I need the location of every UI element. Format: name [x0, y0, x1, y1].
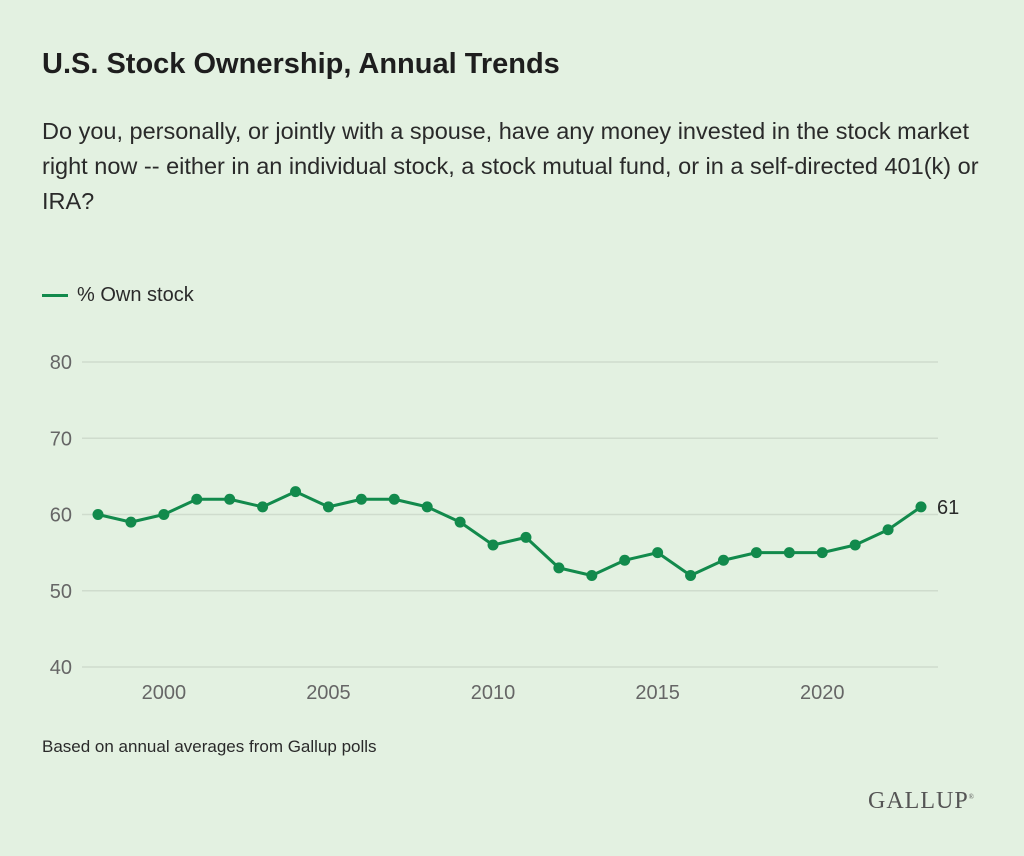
data-point [322, 501, 334, 513]
chart-title: U.S. Stock Ownership, Annual Trends [42, 48, 560, 80]
chart-subtitle: Do you, personally, or jointly with a sp… [42, 118, 979, 214]
data-point [158, 509, 170, 520]
data-point [92, 509, 104, 520]
gallup-logo: GALLUP® [868, 788, 975, 814]
y-tick-label: 40 [50, 657, 72, 679]
data-point [586, 570, 598, 581]
data-point [619, 554, 631, 566]
logo-text: GALLUP [868, 788, 969, 814]
x-tick-label: 2010 [471, 682, 516, 704]
data-point [685, 570, 697, 581]
legend: % Own stock [42, 284, 194, 307]
x-tick-label: 2015 [635, 682, 680, 704]
x-tick-label: 2005 [306, 682, 351, 704]
y-tick-label: 50 [50, 581, 72, 603]
data-point [816, 547, 828, 559]
data-point [290, 486, 302, 498]
data-point [915, 501, 927, 513]
y-tick-label: 80 [50, 352, 72, 374]
data-point [553, 562, 565, 574]
data-point [454, 516, 466, 528]
data-point [849, 539, 861, 551]
y-tick-label: 60 [50, 505, 72, 527]
series-line [97, 490, 922, 577]
data-point [125, 516, 137, 528]
data-point [388, 493, 400, 505]
data-point [783, 547, 795, 559]
data-point [652, 547, 664, 559]
data-point [191, 493, 203, 505]
data-point [224, 493, 236, 505]
data-point [882, 524, 894, 536]
x-tick-label: 2020 [800, 682, 845, 704]
data-point [750, 547, 762, 559]
data-point [355, 493, 367, 505]
y-tick-label: 70 [50, 428, 72, 450]
source-note: Based on annual averages from Gallup pol… [42, 737, 377, 756]
data-point [717, 554, 729, 566]
data-point [487, 539, 499, 551]
legend-label: % Own stock [77, 284, 194, 306]
end-value-label: 61 [937, 497, 959, 519]
data-point [257, 501, 269, 513]
data-point [421, 501, 433, 513]
x-tick-label: 2000 [142, 682, 187, 704]
data-point [520, 531, 532, 543]
legend-swatch [42, 294, 68, 297]
